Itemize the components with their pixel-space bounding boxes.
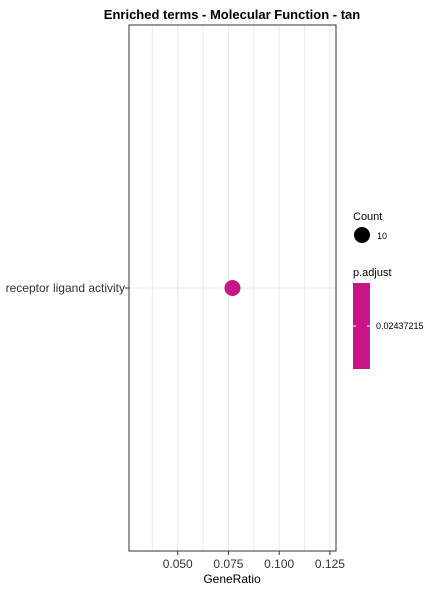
legend-padjust-label: 0.02437215	[376, 321, 424, 331]
chart-title: Enriched terms - Molecular Function - ta…	[104, 7, 360, 22]
x-tick-label: 0.100	[264, 557, 294, 571]
x-axis-label: GeneRatio	[203, 572, 261, 586]
x-tick-label: 0.125	[315, 557, 345, 571]
legend-padjust-colorbar	[353, 283, 370, 369]
y-tick-label: receptor ligand activity	[6, 281, 125, 295]
legend-count-swatch	[354, 227, 370, 243]
legend-count-label: 10	[377, 231, 387, 241]
data-point	[224, 280, 241, 296]
legend: Count 10 p.adjust 0.02437215	[353, 211, 424, 369]
x-tick-label: 0.075	[213, 557, 243, 571]
legend-count-title: Count	[353, 211, 382, 223]
plot-area	[128, 24, 337, 552]
legend-padjust-title: p.adjust	[353, 267, 392, 279]
x-axis: 0.050 0.075 0.100 0.125	[163, 551, 345, 571]
y-axis: receptor ligand activity	[6, 281, 129, 295]
x-tick-label: 0.050	[163, 557, 193, 571]
